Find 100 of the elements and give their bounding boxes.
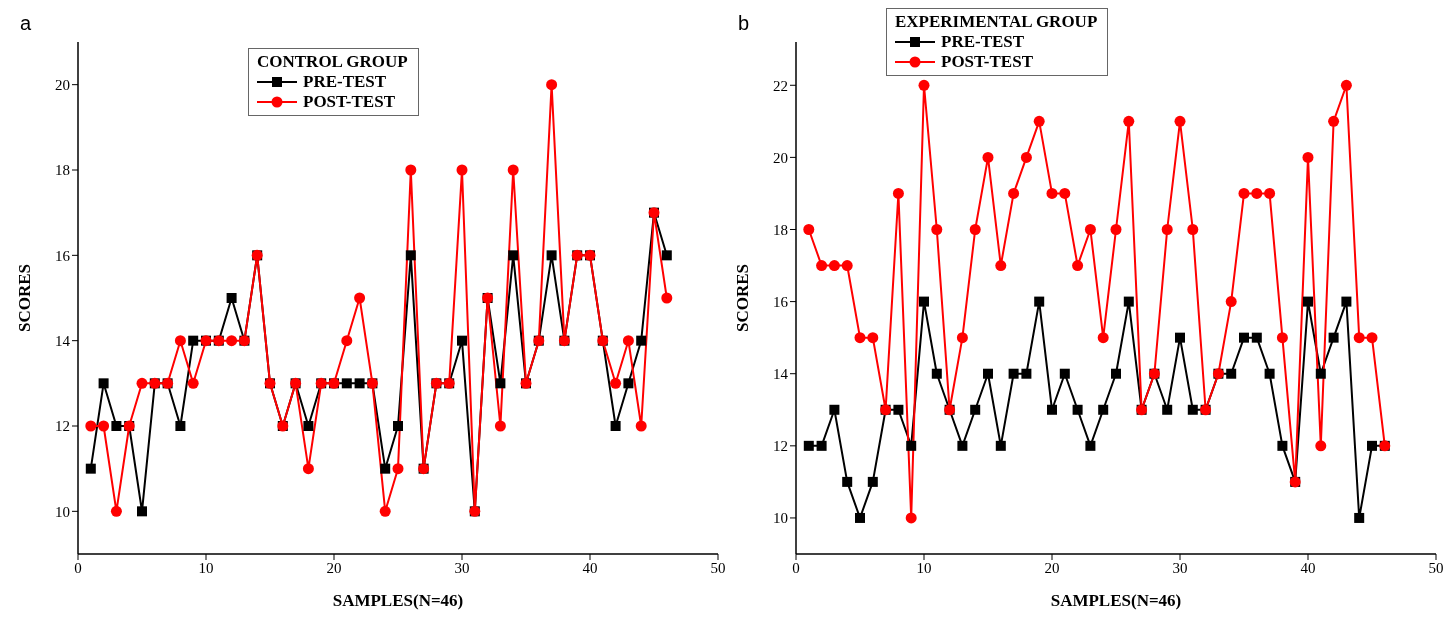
point (1353, 332, 1365, 344)
point (494, 420, 506, 432)
point (1174, 115, 1186, 127)
point (1340, 79, 1352, 91)
x-axis-title: SAMPLES(N=46) (1050, 591, 1182, 610)
legend-label: POST-TEST (941, 52, 1033, 72)
point (85, 463, 96, 474)
point (1276, 332, 1288, 344)
point (816, 440, 827, 451)
point (1008, 187, 1020, 199)
point (303, 421, 314, 431)
point (803, 440, 814, 451)
point (1264, 187, 1276, 199)
point (175, 421, 186, 431)
x-tick-label: 0 (74, 559, 82, 576)
point (661, 292, 673, 304)
point (1251, 332, 1262, 343)
point (188, 335, 199, 346)
point (867, 332, 879, 344)
legend-title: EXPERIMENTAL GROUP (895, 12, 1098, 32)
point (1315, 440, 1327, 452)
point (1047, 404, 1057, 415)
y-tick-label: 12 (773, 438, 788, 455)
point (1367, 440, 1377, 451)
point (983, 368, 993, 379)
point (1021, 368, 1032, 379)
point (1251, 187, 1263, 199)
chart-title: b (738, 12, 750, 35)
y-axis-title: SCORES (15, 263, 35, 333)
point (636, 335, 647, 346)
point (456, 164, 468, 176)
point (1033, 115, 1045, 127)
x-tick-label: 20 (326, 559, 342, 576)
point (1098, 404, 1109, 415)
x-tick-label: 40 (1300, 559, 1316, 576)
x-tick-label: 30 (1172, 559, 1188, 576)
point (174, 335, 186, 347)
point (1315, 368, 1326, 379)
x-tick-label: 50 (710, 559, 726, 576)
point (610, 377, 622, 389)
point (931, 368, 942, 379)
point (507, 164, 519, 176)
point (1303, 296, 1313, 307)
point (111, 421, 122, 431)
point (85, 420, 97, 432)
x-tick-label: 10 (198, 559, 214, 576)
point (1264, 368, 1275, 379)
chart-title: a (20, 12, 32, 35)
point (623, 378, 634, 389)
y-tick-label: 14 (55, 332, 71, 349)
point (226, 335, 238, 347)
y-tick-label: 16 (773, 293, 789, 310)
point (828, 260, 840, 272)
point (1084, 223, 1096, 235)
point (379, 505, 391, 517)
point (893, 404, 904, 415)
point (1366, 332, 1378, 344)
y-tick-label: 12 (55, 418, 70, 435)
point (1187, 404, 1198, 415)
point (969, 223, 981, 235)
point (905, 512, 917, 524)
point (1111, 368, 1121, 379)
point (1328, 115, 1340, 127)
point (1046, 187, 1058, 199)
point (546, 79, 558, 91)
point (1059, 187, 1071, 199)
point (995, 440, 1006, 451)
point (98, 420, 110, 432)
point (892, 187, 904, 199)
x-tick-label: 50 (1428, 559, 1444, 576)
y-tick-label: 10 (773, 510, 788, 527)
x-tick-label: 40 (582, 559, 598, 576)
point (841, 260, 853, 272)
point (829, 404, 840, 415)
point (1072, 404, 1083, 415)
point (1302, 151, 1314, 163)
point (187, 377, 199, 389)
point (1161, 223, 1173, 235)
x-tick-label: 30 (454, 559, 470, 576)
point (982, 151, 994, 163)
point (302, 463, 314, 475)
y-tick-label: 22 (773, 77, 788, 94)
point (1328, 332, 1339, 343)
x-axis-title: SAMPLES(N=46) (332, 591, 464, 610)
point (919, 296, 929, 307)
point (855, 512, 865, 523)
point (931, 223, 943, 235)
y-tick-label: 10 (55, 503, 70, 520)
point (1187, 223, 1199, 235)
point (957, 440, 968, 451)
point (1226, 368, 1237, 379)
point (661, 250, 672, 261)
legend-label: PRE-TEST (941, 32, 1025, 52)
point (380, 463, 391, 474)
point (970, 404, 981, 415)
legend-label: PRE-TEST (303, 72, 387, 92)
point (1225, 296, 1237, 308)
point (137, 506, 147, 517)
point (136, 377, 148, 389)
x-tick-label: 10 (916, 559, 932, 576)
